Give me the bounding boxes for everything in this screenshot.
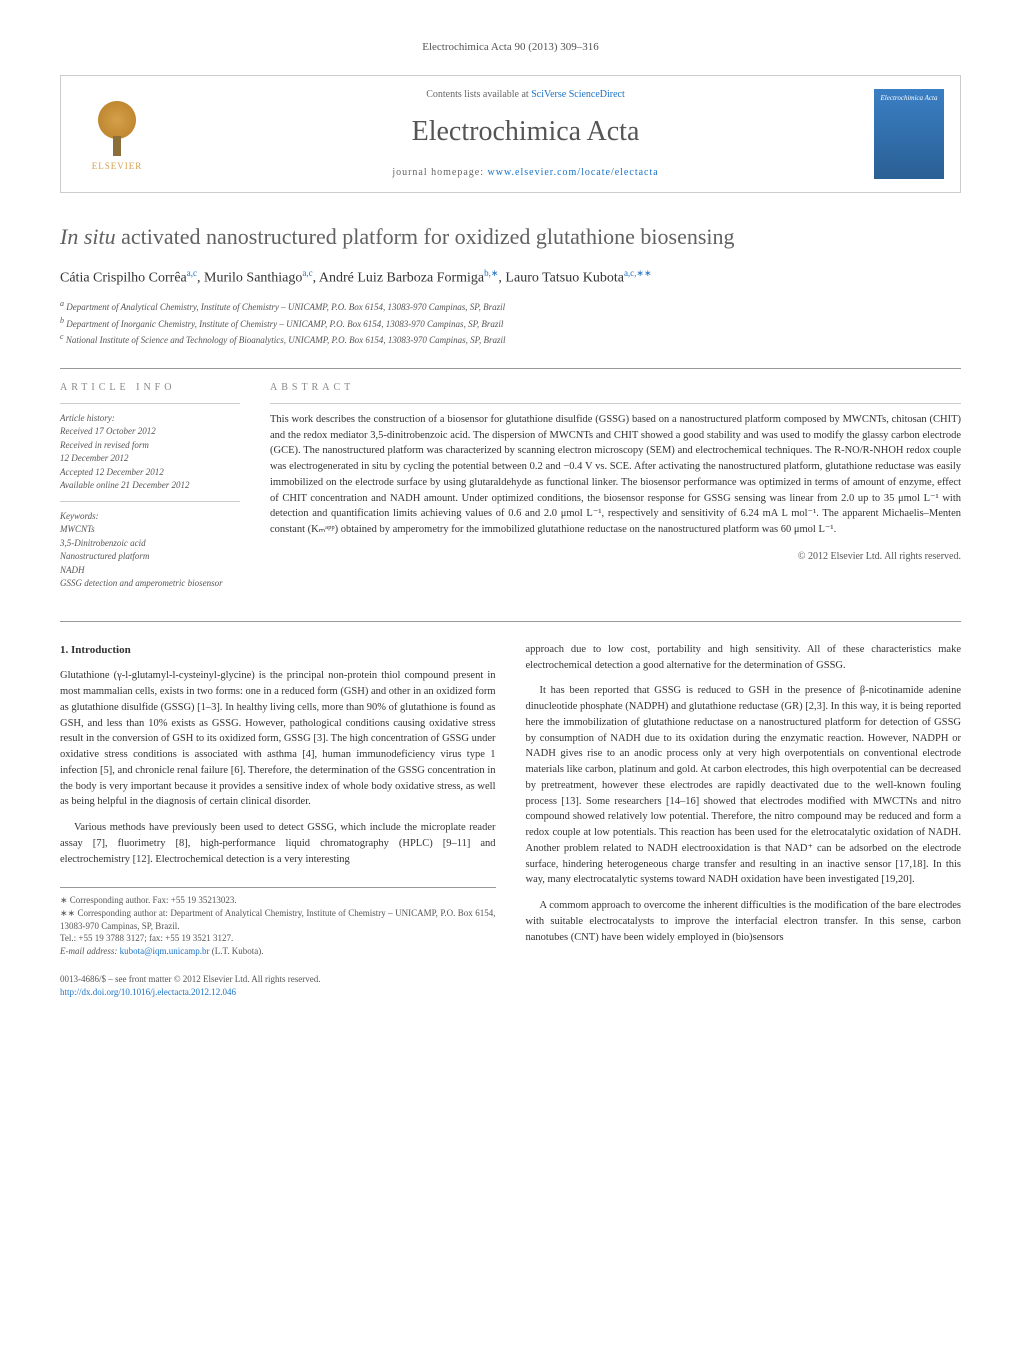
elsevier-tree-icon [87, 96, 147, 156]
intro-para-2: Various methods have previously been use… [60, 820, 496, 867]
keywords-block: Keywords: MWCNTs 3,5-Dinitrobenzoic acid… [60, 510, 240, 591]
article-history-block: Article history: Received 17 October 201… [60, 412, 240, 493]
intro-para-3: approach due to low cost, portability an… [526, 642, 962, 674]
footer-left: 0013-4686/$ – see front matter © 2012 El… [60, 973, 321, 998]
author-1-name: Cátia Crispilho Corrêa [60, 271, 187, 286]
sciencedirect-link[interactable]: SciVerse ScienceDirect [531, 89, 625, 100]
journal-reference: Electrochimica Acta 90 (2013) 309–316 [60, 40, 961, 55]
title-italic-part: In situ [60, 224, 116, 249]
author-2-aff[interactable]: a,c [302, 268, 312, 278]
affiliation-a-text: Department of Analytical Chemistry, Inst… [66, 302, 505, 312]
author-4-name: Lauro Tatsuo Kubota [505, 271, 624, 286]
journal-name: Electrochimica Acta [177, 112, 874, 151]
contents-available-line: Contents lists available at SciVerse Sci… [177, 88, 874, 102]
abstract-column: abstract This work describes the constru… [270, 381, 961, 591]
keyword-1: MWCNTs [60, 523, 240, 537]
author-4-aff[interactable]: a,c,∗∗ [624, 268, 652, 278]
contents-prefix: Contents lists available at [426, 89, 531, 100]
affiliation-b-text: Department of Inorganic Chemistry, Insti… [66, 319, 503, 329]
abstract-divider [270, 403, 961, 404]
email-label: E-mail address: [60, 946, 120, 956]
keywords-label: Keywords: [60, 510, 240, 524]
keyword-5: GSSG detection and amperometric biosenso… [60, 577, 240, 591]
revised-line2: 12 December 2012 [60, 452, 240, 466]
homepage-prefix: journal homepage: [392, 167, 487, 178]
intro-para-5: A commom approach to overcome the inhere… [526, 898, 962, 945]
footnotes-block: ∗ Corresponding author. Fax: +55 19 3521… [60, 887, 496, 957]
journal-cover-thumbnail: Electrochimica Acta [874, 89, 944, 179]
header-center: Contents lists available at SciVerse Sci… [177, 88, 874, 179]
info-abstract-row: article info Article history: Received 1… [60, 381, 961, 591]
intro-para-1: Glutathione (γ-l-glutamyl-l-cysteinyl-gl… [60, 668, 496, 810]
author-3-aff[interactable]: b,∗ [484, 268, 498, 278]
author-2-name: Murilo Santhiago [204, 271, 302, 286]
article-info-column: article info Article history: Received 1… [60, 381, 240, 591]
body-column-left: 1. Introduction Glutathione (γ-l-glutamy… [60, 642, 496, 957]
affiliation-list: a Department of Analytical Chemistry, In… [60, 298, 961, 348]
title-rest: activated nanostructured platform for ox… [116, 224, 735, 249]
online-date: Available online 21 December 2012 [60, 479, 240, 493]
doi-link[interactable]: http://dx.doi.org/10.1016/j.electacta.20… [60, 987, 236, 997]
intro-heading: 1. Introduction [60, 642, 496, 659]
email-owner: (L.T. Kubota). [209, 946, 263, 956]
abstract-copyright: © 2012 Elsevier Ltd. All rights reserved… [270, 550, 961, 564]
author-list: Cátia Crispilho Corrêaa,c, Murilo Santhi… [60, 267, 961, 288]
article-title: In situ activated nanostructured platfor… [60, 223, 961, 252]
affiliation-c-text: National Institute of Science and Techno… [66, 335, 506, 345]
page-footer: 0013-4686/$ – see front matter © 2012 El… [60, 973, 961, 998]
homepage-line: journal homepage: www.elsevier.com/locat… [177, 166, 874, 180]
email-link[interactable]: kubota@iqm.unicamp.br [120, 946, 210, 956]
section-divider [60, 368, 961, 369]
keyword-3: Nanostructured platform [60, 550, 240, 564]
revised-line1: Received in revised form [60, 439, 240, 453]
affiliation-c: c National Institute of Science and Tech… [60, 331, 961, 348]
footer-issn-line: 0013-4686/$ – see front matter © 2012 El… [60, 973, 321, 986]
elsevier-logo: ELSEVIER [77, 89, 157, 179]
history-label: Article history: [60, 412, 240, 426]
body-two-columns: 1. Introduction Glutathione (γ-l-glutamy… [60, 642, 961, 957]
article-info-heading: article info [60, 381, 240, 395]
homepage-link[interactable]: www.elsevier.com/locate/electacta [488, 167, 659, 178]
cover-title: Electrochimica Acta [881, 95, 938, 103]
affiliation-b: b Department of Inorganic Chemistry, Ins… [60, 315, 961, 332]
body-column-right: approach due to low cost, portability an… [526, 642, 962, 957]
abstract-heading: abstract [270, 381, 961, 395]
author-3-name: André Luiz Barboza Formiga [319, 271, 484, 286]
affiliation-a: a Department of Analytical Chemistry, In… [60, 298, 961, 315]
section-divider-2 [60, 621, 961, 622]
elsevier-label: ELSEVIER [92, 160, 143, 173]
received-date: Received 17 October 2012 [60, 425, 240, 439]
corresponding-2a: ∗∗ Corresponding author at: Department o… [60, 907, 496, 932]
journal-header-box: ELSEVIER Contents lists available at Sci… [60, 75, 961, 192]
email-line: E-mail address: kubota@iqm.unicamp.br (L… [60, 945, 496, 958]
info-divider-2 [60, 501, 240, 502]
accepted-date: Accepted 12 December 2012 [60, 466, 240, 480]
info-divider [60, 403, 240, 404]
corresponding-2b: Tel.: +55 19 3788 3127; fax: +55 19 3521… [60, 932, 496, 945]
keyword-4: NADH [60, 564, 240, 578]
intro-para-4: It has been reported that GSSG is reduce… [526, 683, 962, 888]
author-1-aff[interactable]: a,c [187, 268, 197, 278]
corresponding-1: ∗ Corresponding author. Fax: +55 19 3521… [60, 894, 496, 907]
keyword-2: 3,5-Dinitrobenzoic acid [60, 537, 240, 551]
abstract-text: This work describes the construction of … [270, 412, 961, 538]
